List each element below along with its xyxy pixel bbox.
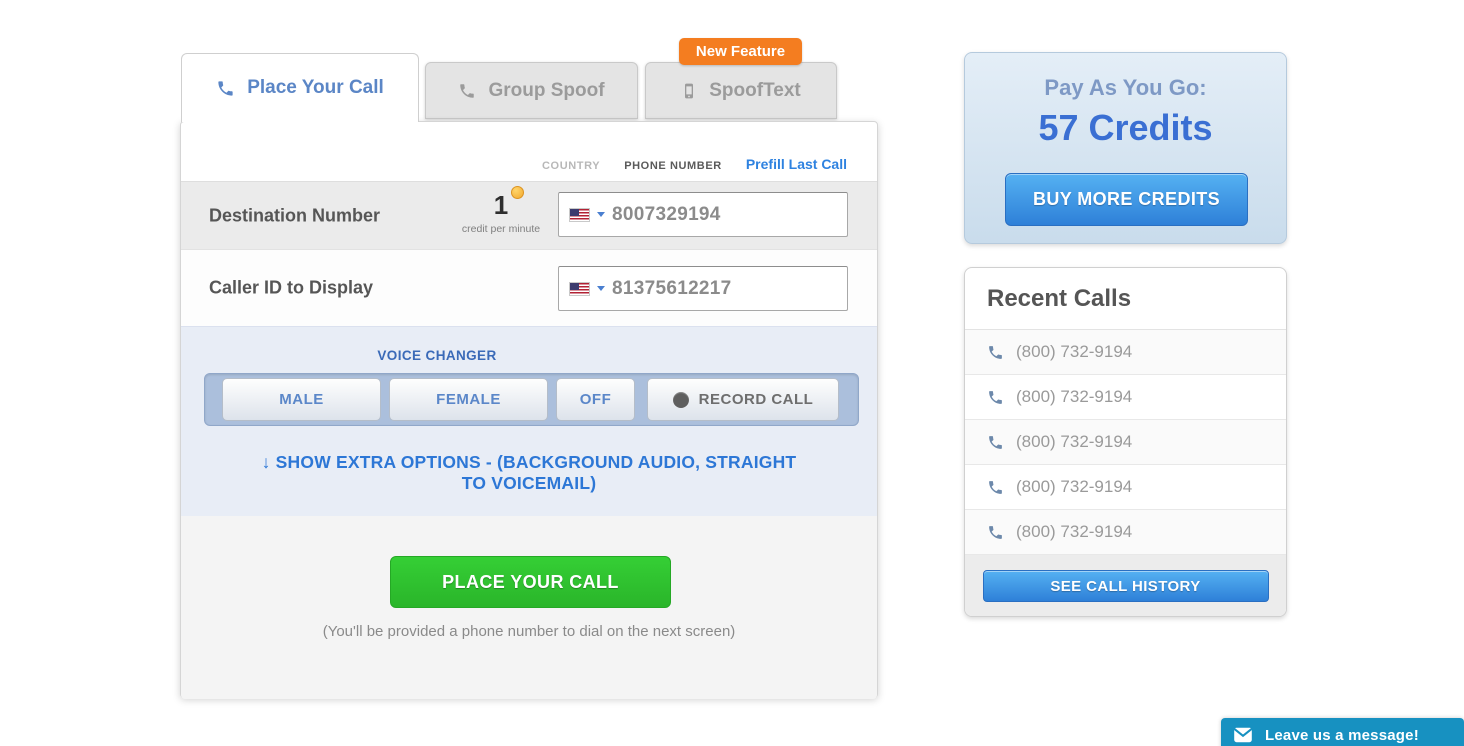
pay-as-you-go-title: Pay As You Go:: [1044, 75, 1207, 100]
recent-calls-header: Recent Calls: [965, 268, 1286, 330]
phone-icon: [458, 82, 476, 100]
tab-place-your-call[interactable]: Place Your Call: [181, 53, 419, 122]
chat-widget-label: Leave us a message!: [1265, 726, 1419, 744]
down-arrow-icon: ↓: [261, 452, 271, 472]
new-feature-badge: New Feature: [679, 38, 802, 65]
recent-call-row[interactable]: (800) 732-9194: [965, 330, 1286, 375]
credits-amount: 57 Credits: [1038, 107, 1213, 148]
recent-call-number: (800) 732-9194: [1016, 432, 1133, 451]
recent-call-row[interactable]: (800) 732-9194: [965, 465, 1286, 510]
phone-icon: [989, 435, 1002, 449]
voice-off-button[interactable]: OFF: [556, 378, 635, 421]
country-dropdown-caret-icon[interactable]: [597, 286, 605, 291]
us-flag-icon: [569, 281, 590, 296]
recent-calls-list: (800) 732-9194 (800) 732-9194 (800) 732-…: [965, 330, 1286, 555]
record-dot-icon: [672, 391, 689, 408]
credit-cost: 1 credit per minute: [436, 186, 566, 235]
buy-more-credits-button[interactable]: BUY MORE CREDITS: [1005, 173, 1248, 226]
voice-changer-title: VOICE CHANGER: [377, 348, 497, 363]
phone-number-column-label: PHONE NUMBER: [624, 160, 722, 172]
record-call-label: RECORD CALL: [698, 391, 814, 408]
envelope-icon: [1221, 727, 1265, 743]
credit-coin-icon: [511, 186, 525, 199]
recent-calls-panel: Recent Calls (800) 732-9194 (800) 732-91…: [964, 267, 1287, 617]
phone-icon: [989, 390, 1002, 404]
recent-call-number: (800) 732-9194: [1016, 522, 1133, 541]
recent-calls-footer: SEE CALL HISTORY: [965, 555, 1286, 616]
tab-group-spoof[interactable]: Group Spoof: [425, 62, 638, 119]
tab-label: Group Spoof: [488, 79, 605, 101]
phone-icon: [989, 345, 1002, 359]
prefill-last-call-link[interactable]: Prefill Last Call: [745, 156, 847, 172]
destination-number-input[interactable]: 8007329194: [558, 192, 848, 237]
tab-label: Place Your Call: [247, 77, 384, 98]
country-dropdown-caret-icon[interactable]: [597, 212, 605, 217]
credit-amount: 1: [493, 190, 509, 220]
caller-id-label: Caller ID to Display: [209, 277, 374, 298]
phone-icon: [989, 525, 1002, 539]
record-call-button[interactable]: RECORD CALL: [647, 378, 839, 421]
recent-call-number: (800) 732-9194: [1016, 387, 1133, 406]
tab-label: SpoofText: [709, 79, 801, 101]
chat-widget[interactable]: Leave us a message!: [1221, 718, 1464, 746]
country-column-label: COUNTRY: [542, 160, 601, 172]
us-flag-icon: [569, 207, 590, 222]
recent-call-row[interactable]: (800) 732-9194: [965, 510, 1286, 555]
form-column-headers: COUNTRY PHONE NUMBER Prefill Last Call: [181, 122, 877, 181]
show-extra-options-label: SHOW EXTRA OPTIONS - (BACKGROUND AUDIO, …: [275, 452, 797, 493]
recent-calls-title: Recent Calls: [987, 284, 1132, 312]
destination-number-label: Destination Number: [209, 205, 381, 225]
destination-number-value: 8007329194: [612, 203, 721, 225]
submit-caption: (You'll be provided a phone number to di…: [322, 623, 736, 640]
caller-id-row: Caller ID to Display 81375612217: [181, 249, 877, 326]
pay-as-you-go-panel: Pay As You Go: 57 Credits BUY MORE CREDI…: [964, 52, 1287, 244]
caller-id-value: 81375612217: [612, 277, 732, 299]
recent-call-row[interactable]: (800) 732-9194: [965, 375, 1286, 420]
mobile-phone-icon: [681, 81, 697, 101]
place-call-panel: COUNTRY PHONE NUMBER Prefill Last Call D…: [180, 121, 878, 699]
phone-icon: [989, 480, 1002, 494]
caller-id-input[interactable]: 81375612217: [558, 266, 848, 311]
voice-male-button[interactable]: MALE: [222, 378, 381, 421]
recent-call-number: (800) 732-9194: [1016, 342, 1133, 361]
tab-spooftext[interactable]: SpoofText: [645, 62, 837, 119]
recent-call-row[interactable]: (800) 732-9194: [965, 420, 1286, 465]
phone-icon: [216, 79, 235, 98]
voice-changer-section: VOICE CHANGER MALE FEMALE OFF RECORD CAL…: [181, 326, 877, 516]
place-your-call-button[interactable]: PLACE YOUR CALL: [390, 556, 671, 608]
show-extra-options-link[interactable]: ↓ SHOW EXTRA OPTIONS - (BACKGROUND AUDIO…: [181, 452, 877, 494]
see-call-history-button[interactable]: SEE CALL HISTORY: [982, 570, 1269, 602]
destination-number-row: Destination Number 1 credit per minute 8…: [181, 181, 877, 249]
voice-female-button[interactable]: FEMALE: [389, 378, 548, 421]
credit-caption: credit per minute: [461, 223, 541, 235]
voice-changer-button-group: MALE FEMALE OFF RECORD CALL: [204, 373, 859, 426]
recent-call-number: (800) 732-9194: [1016, 477, 1133, 496]
submit-section: PLACE YOUR CALL (You'll be provided a ph…: [181, 516, 877, 699]
